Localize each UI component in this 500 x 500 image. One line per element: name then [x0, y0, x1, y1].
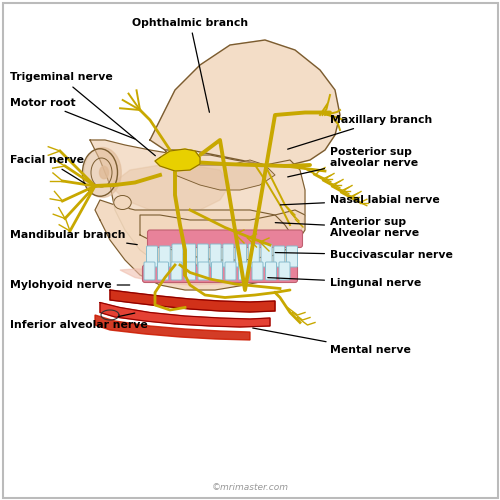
FancyBboxPatch shape — [212, 262, 222, 280]
Text: Trigeminal nerve: Trigeminal nerve — [10, 72, 156, 156]
FancyBboxPatch shape — [248, 244, 260, 267]
Text: Posterior sup
alveolar nerve: Posterior sup alveolar nerve — [288, 146, 418, 177]
FancyBboxPatch shape — [274, 246, 285, 267]
Text: Mylohyoid nerve: Mylohyoid nerve — [10, 280, 130, 290]
Text: Motor root: Motor root — [10, 98, 135, 139]
FancyBboxPatch shape — [171, 262, 182, 280]
FancyBboxPatch shape — [238, 262, 250, 280]
FancyBboxPatch shape — [286, 246, 298, 267]
Text: Anterior sup
Alveolar nerve: Anterior sup Alveolar nerve — [276, 216, 419, 238]
Text: Ophthalmic branch: Ophthalmic branch — [132, 18, 248, 112]
FancyBboxPatch shape — [252, 262, 263, 280]
FancyBboxPatch shape — [146, 246, 158, 267]
Polygon shape — [155, 149, 200, 171]
Polygon shape — [110, 290, 275, 312]
Polygon shape — [165, 150, 275, 190]
Text: Inferior alveolar nerve: Inferior alveolar nerve — [10, 313, 148, 330]
Text: Facial nerve: Facial nerve — [10, 155, 85, 184]
FancyBboxPatch shape — [198, 262, 209, 280]
Text: Lingunal nerve: Lingunal nerve — [268, 278, 421, 287]
Polygon shape — [95, 200, 295, 290]
Polygon shape — [100, 302, 270, 327]
FancyBboxPatch shape — [225, 262, 236, 280]
FancyBboxPatch shape — [266, 262, 276, 280]
FancyBboxPatch shape — [172, 244, 183, 267]
Polygon shape — [120, 269, 270, 285]
Text: ©mrimaster.com: ©mrimaster.com — [212, 483, 288, 492]
Polygon shape — [95, 315, 250, 340]
Ellipse shape — [100, 166, 108, 179]
FancyBboxPatch shape — [210, 244, 221, 267]
Text: Nasal labial nerve: Nasal labial nerve — [280, 195, 440, 205]
Polygon shape — [90, 140, 305, 270]
FancyBboxPatch shape — [279, 262, 290, 280]
FancyBboxPatch shape — [158, 262, 168, 280]
FancyBboxPatch shape — [223, 244, 234, 267]
Text: Buccivascular nerve: Buccivascular nerve — [276, 250, 453, 260]
FancyBboxPatch shape — [261, 244, 272, 267]
FancyBboxPatch shape — [144, 262, 155, 280]
FancyBboxPatch shape — [198, 244, 208, 267]
Text: Mental nerve: Mental nerve — [252, 328, 411, 355]
Polygon shape — [110, 165, 230, 215]
FancyBboxPatch shape — [184, 244, 196, 267]
Text: Mandibular branch: Mandibular branch — [10, 230, 137, 244]
Ellipse shape — [114, 196, 131, 209]
FancyBboxPatch shape — [142, 265, 298, 282]
FancyBboxPatch shape — [148, 230, 302, 248]
Polygon shape — [140, 210, 305, 260]
Polygon shape — [150, 40, 340, 165]
FancyBboxPatch shape — [236, 244, 246, 267]
Text: Maxillary branch: Maxillary branch — [288, 115, 432, 149]
FancyBboxPatch shape — [184, 262, 196, 280]
Ellipse shape — [84, 148, 121, 198]
FancyBboxPatch shape — [159, 246, 170, 267]
